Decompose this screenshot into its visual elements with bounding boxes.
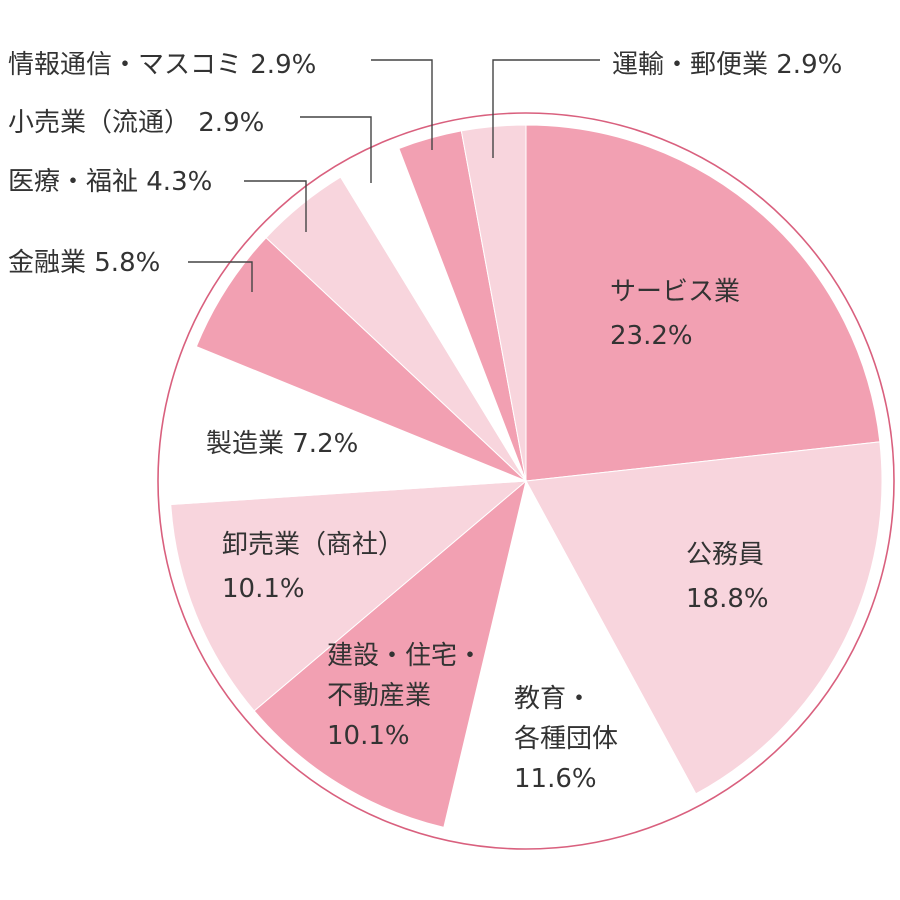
callout-label-医療-福祉: 医療・福祉 4.3%: [8, 167, 212, 197]
callout-label-小売業-流通-: 小売業（流通） 2.9%: [8, 108, 264, 138]
slice-label-教育-各種団体: 教育・各種団体 11.6%: [514, 684, 618, 794]
leader-line-情報通信-マスコミ: [371, 59, 433, 150]
callout-label-金融業: 金融業 5.8%: [8, 248, 160, 278]
callout-leader-lines: [188, 59, 600, 292]
pie-slice-サービス業: [525, 124, 881, 482]
slice-label-建設-住宅-不動産業: 建設・住宅・不動産業 10.1%: [327, 641, 483, 751]
leader-line-金融業: [188, 261, 253, 292]
callout-label-情報通信-マスコミ: 情報通信・マスコミ 2.9%: [8, 50, 316, 80]
pie-slice-製造業: [169, 345, 527, 506]
slice-label-サービス業: サービス業 23.2%: [610, 277, 740, 351]
leader-line-小売業-流通-: [300, 116, 372, 183]
pie-slice-卸売業-商社-: [170, 480, 528, 712]
slice-label-製造業: 製造業 7.2%: [206, 429, 358, 459]
pie-slice-金融業: [195, 237, 527, 482]
callout-label-運輸-郵便業: 運輸・郵便業 2.9%: [612, 50, 842, 80]
leader-line-運輸-郵便業: [492, 59, 600, 158]
slice-label-卸売業-商社-: 卸売業（商社） 10.1%: [222, 530, 404, 604]
pie-slice-建設-住宅-不動産業: [253, 479, 527, 828]
slice-label-公務員: 公務員 18.8%: [686, 540, 769, 614]
pie-slice-公務員: [525, 441, 883, 795]
slice-labels: サービス業 23.2% 公務員 18.8% 教育・各種団体 11.6% 建設・住宅・不動産業…: [8, 50, 842, 794]
pie-slices: [169, 124, 883, 838]
leader-line-医療-福祉: [244, 180, 307, 232]
pie-slice-教育-各種団体: [443, 479, 697, 838]
